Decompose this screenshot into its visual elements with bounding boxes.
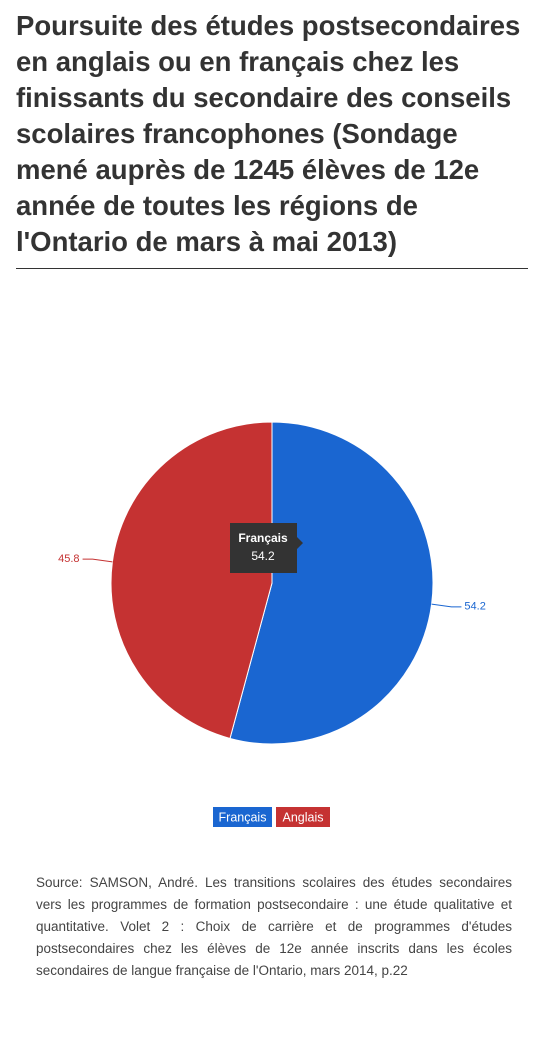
legend-swatch[interactable] [276, 807, 330, 827]
chart: 54.2 45.8 Français 54.2 Français Anglais [58, 421, 486, 827]
tooltip-value: 54.2 [251, 549, 275, 563]
tooltip-label: Français [238, 531, 288, 545]
data-label: 45.8 [58, 553, 79, 565]
legend-swatch[interactable] [213, 807, 272, 827]
label-leader [431, 603, 462, 608]
legend-label[interactable]: Français [219, 810, 267, 824]
tooltip [230, 523, 303, 573]
data-label: 54.2 [464, 601, 485, 613]
legend-label[interactable]: Anglais [283, 810, 324, 824]
chart-title: Poursuite des études postsecondaires en … [16, 8, 528, 269]
label-leader [82, 558, 113, 563]
source-note: Source: SAMSON, André. Les transitions s… [36, 875, 512, 978]
pie-slice [110, 421, 273, 740]
